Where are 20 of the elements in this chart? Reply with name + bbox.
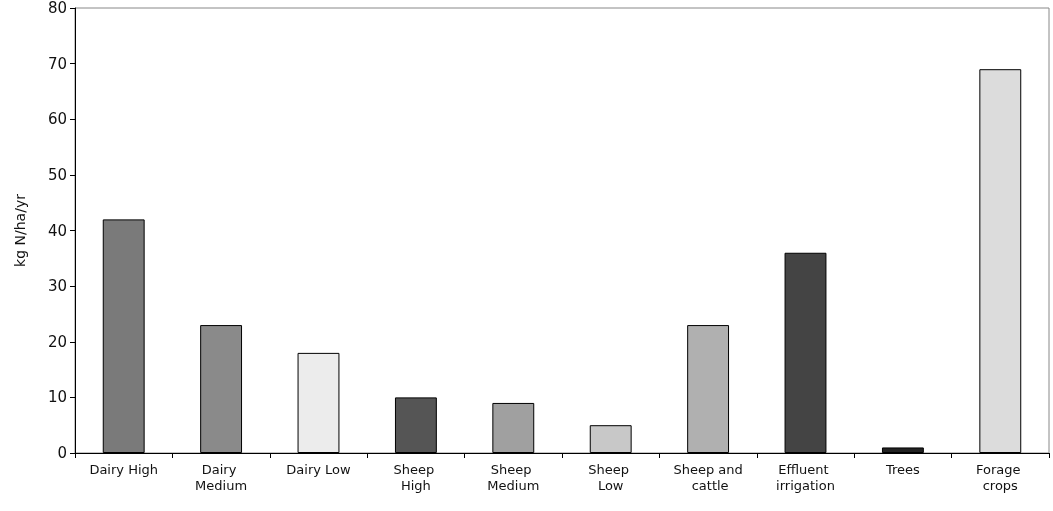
- x-tick-label: Dairy Medium: [195, 461, 248, 493]
- y-tick-label: 80: [47, 0, 67, 17]
- y-tick-label: 70: [47, 54, 67, 73]
- x-tick-label: Sheep High: [393, 461, 439, 493]
- x-tick-label: Sheep Medium: [487, 461, 540, 493]
- y-tick-label: 60: [47, 110, 67, 129]
- y-tick-label: 0: [57, 444, 67, 462]
- x-tick-label: Trees: [884, 461, 921, 477]
- x-tick-label: Sheep and cattle: [673, 461, 743, 493]
- x-tick-label: Dairy Low: [286, 461, 352, 477]
- x-tick-label: Effluent irrigation: [776, 461, 835, 493]
- y-tick-label: 20: [47, 332, 67, 351]
- y-tick-label: 10: [47, 388, 67, 407]
- y-tick-label: 50: [47, 165, 67, 184]
- x-tick-label: Dairy High: [89, 461, 159, 477]
- x-tick-label: Sheep Low: [588, 461, 634, 493]
- y-tick-label: 40: [47, 221, 67, 240]
- y-tick-label: 30: [47, 277, 67, 296]
- x-tick-label: Forage crops: [975, 461, 1025, 493]
- y-axis-title: kg N/ha/yr: [12, 193, 28, 267]
